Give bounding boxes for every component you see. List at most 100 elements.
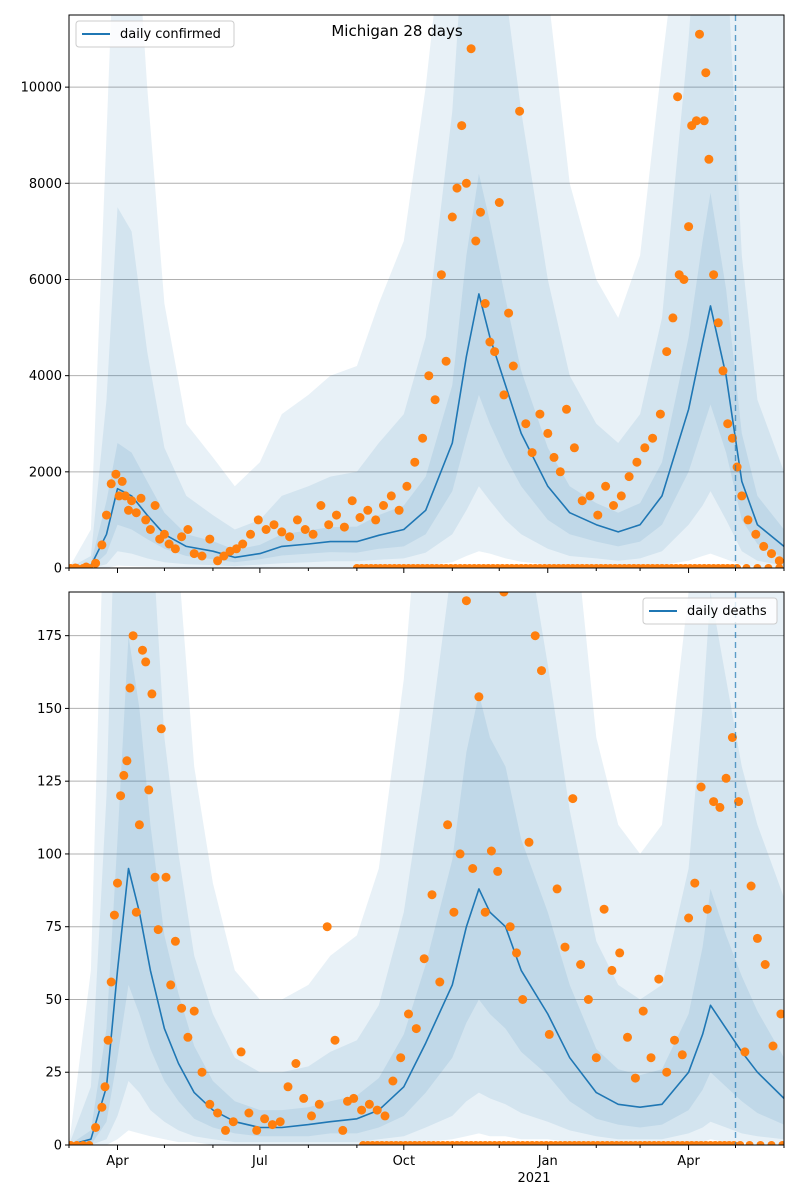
confirmed-point [402, 481, 412, 491]
deaths-point [646, 1053, 656, 1063]
deaths-x-axis: Apr Jul Oct Jan Apr [68, 1145, 785, 1169]
confirmed-point [106, 479, 116, 489]
confirmed-point [292, 515, 302, 525]
confirmed-y-axis: 0 2000 4000 6000 8000 10000 [21, 81, 69, 577]
confirmed-y-tick-label: 10000 [21, 81, 62, 96]
confirmed-point [238, 539, 248, 549]
deaths-point [106, 977, 116, 987]
confirmed-point [471, 236, 481, 246]
confirmed-zero-point [72, 564, 81, 568]
confirmed-point [261, 525, 271, 534]
confirmed-point [363, 505, 373, 515]
confirmed-point [480, 299, 490, 308]
deaths-point [338, 1125, 348, 1135]
deaths-observed-points [69, 592, 784, 1145]
deaths-point [715, 802, 725, 812]
deaths-point [615, 948, 625, 958]
confirmed-point [120, 491, 130, 501]
deaths-point [134, 820, 144, 830]
deaths-point [776, 1009, 784, 1019]
confirmed-point [699, 116, 709, 126]
deaths-point [419, 954, 429, 964]
deaths-point [702, 904, 712, 914]
confirmed-point [355, 513, 365, 522]
confirmed-legend-box [75, 20, 235, 48]
deaths-point [125, 683, 135, 693]
deaths-point [493, 866, 503, 876]
deaths-point [314, 1099, 324, 1109]
deaths-point [630, 1073, 640, 1083]
deaths-zero-point [745, 1141, 754, 1145]
deaths-point [113, 878, 122, 888]
confirmed-point [668, 313, 678, 323]
confirmed-legend: daily confirmed [75, 20, 235, 48]
x-tick-label: Apr [677, 1154, 700, 1169]
deaths-point [141, 657, 151, 667]
deaths-point [474, 692, 484, 702]
deaths-zero-point [778, 1141, 784, 1145]
deaths-point [505, 922, 515, 932]
confirmed-y-tick-label: 6000 [29, 273, 62, 288]
deaths-point [740, 1047, 750, 1057]
confirmed-point [737, 491, 747, 501]
deaths-band [69, 592, 784, 1145]
confirmed-point [640, 443, 650, 453]
deaths-point [267, 1120, 277, 1130]
deaths-point [461, 596, 471, 606]
confirmed-point [189, 549, 199, 559]
confirmed-point [490, 347, 500, 357]
deaths-point [727, 733, 737, 742]
confirmed-point [150, 501, 160, 510]
deaths-zero-point [756, 1141, 765, 1145]
confirmed-point [418, 433, 428, 443]
confirmed-point [609, 501, 618, 510]
deaths-point [455, 849, 465, 859]
deaths-point [213, 1108, 223, 1118]
deaths-line [69, 867, 784, 1145]
deaths-point [183, 1032, 193, 1042]
deaths-point [221, 1125, 230, 1135]
deaths-point [468, 864, 478, 873]
confirmed-point [219, 551, 229, 561]
confirmed-point [145, 525, 155, 534]
deaths-y-tick-label: 100 [37, 847, 62, 862]
deaths-point [150, 872, 160, 882]
deaths-point [291, 1059, 301, 1068]
confirmed-zero-point [79, 564, 88, 568]
deaths-point [364, 1099, 374, 1109]
deaths-y-tick-label: 50 [45, 993, 62, 1008]
deaths-point [228, 1117, 238, 1127]
x-axis-year-label: 2021 [517, 1171, 550, 1186]
confirmed-y-tick-label: 8000 [29, 177, 62, 192]
deaths-y-tick-label: 25 [45, 1066, 62, 1081]
confirmed-point [515, 106, 525, 116]
confirmed-point [141, 515, 151, 525]
confirmed-point [695, 29, 704, 39]
confirmed-point [504, 308, 514, 318]
x-tick-label: Jul [251, 1154, 268, 1169]
confirmed-point [709, 270, 719, 280]
deaths-point [122, 756, 132, 766]
deaths-point [486, 846, 496, 856]
deaths-point [583, 995, 593, 1004]
confirmed-point [114, 491, 124, 501]
deaths-point [100, 1082, 110, 1092]
confirmed-point [277, 527, 287, 537]
deaths-point [752, 933, 762, 943]
confirmed-point [521, 419, 531, 429]
confirmed-point [410, 457, 420, 467]
confirmed-legend-label: daily confirmed [120, 27, 221, 42]
deaths-point [677, 1050, 687, 1060]
deaths-point [380, 1111, 390, 1121]
deaths-point [131, 907, 141, 917]
deaths-point [552, 884, 562, 894]
confirmed-point [543, 428, 553, 438]
deaths-point [662, 1067, 672, 1077]
deaths-point [518, 995, 528, 1004]
confirmed-point [457, 121, 467, 131]
deaths-point [746, 881, 756, 891]
confirmed-point [332, 510, 341, 520]
deaths-point [153, 925, 163, 935]
deaths-point [322, 922, 332, 932]
